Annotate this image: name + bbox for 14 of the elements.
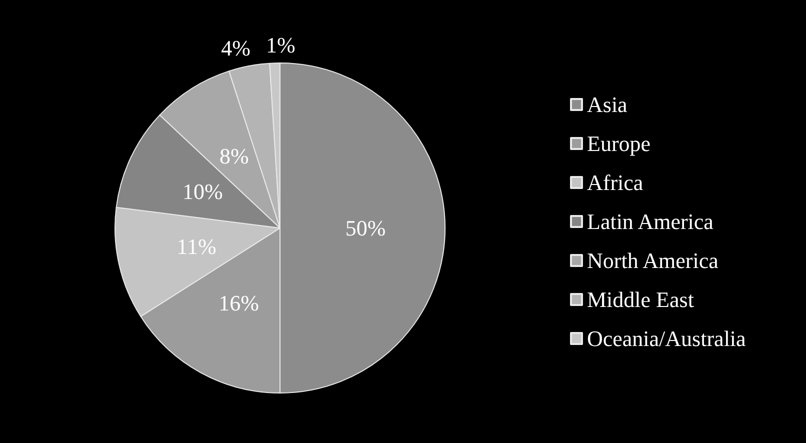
legend-label: Oceania/Australia xyxy=(587,326,746,351)
legend-label: Africa xyxy=(587,170,644,195)
data-label: 11% xyxy=(176,234,216,260)
legend-label: Latin America xyxy=(587,209,714,234)
legend-label: Asia xyxy=(587,92,628,117)
legend-label: Europe xyxy=(587,131,651,156)
data-label: 50% xyxy=(345,216,386,240)
data-label: 10% xyxy=(182,179,223,204)
legend-label: North America xyxy=(587,248,719,273)
data-label: 8% xyxy=(220,143,249,168)
legend-label: Middle East xyxy=(587,287,694,312)
data-label: 4% xyxy=(221,36,250,61)
data-label: 16% xyxy=(218,290,259,316)
data-label: 1% xyxy=(266,32,296,58)
